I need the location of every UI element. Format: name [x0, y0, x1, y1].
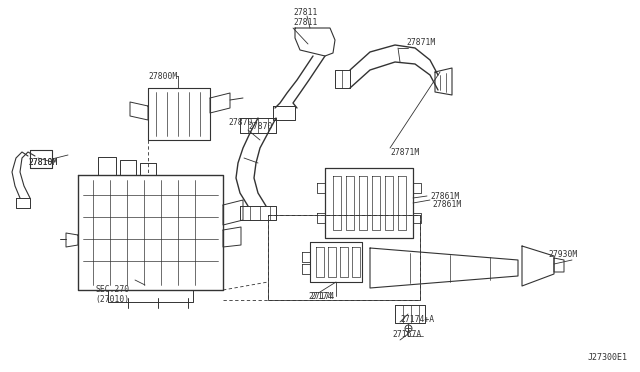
Text: 27861M: 27861M	[430, 192, 460, 201]
Text: 27810M: 27810M	[28, 158, 57, 167]
Text: 27810M: 27810M	[28, 158, 57, 167]
Text: 27811: 27811	[293, 8, 317, 17]
Text: (27010): (27010)	[95, 295, 129, 304]
Text: 27930M: 27930M	[548, 250, 577, 259]
Text: 27167A: 27167A	[392, 330, 421, 339]
Text: 27811: 27811	[293, 18, 317, 27]
Text: J27300E1: J27300E1	[588, 353, 628, 362]
Text: 27174: 27174	[310, 292, 334, 301]
Text: 27174: 27174	[308, 292, 332, 301]
Text: 27871M: 27871M	[390, 148, 419, 157]
Text: 27871M: 27871M	[406, 38, 435, 47]
Text: 27800M: 27800M	[148, 72, 177, 81]
Text: 27861M: 27861M	[432, 200, 461, 209]
Text: 27174+A: 27174+A	[400, 315, 434, 324]
Text: 27870: 27870	[228, 118, 252, 127]
Text: SEC.270: SEC.270	[95, 285, 129, 294]
Text: 27870: 27870	[248, 122, 273, 131]
